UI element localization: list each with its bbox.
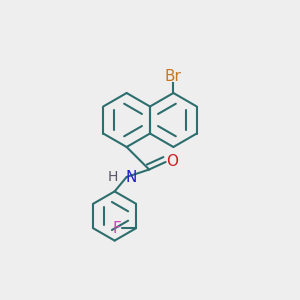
- Text: H: H: [107, 170, 118, 184]
- Text: F: F: [112, 221, 121, 236]
- Text: O: O: [166, 154, 178, 169]
- Text: N: N: [125, 169, 136, 184]
- Text: Br: Br: [165, 69, 182, 84]
